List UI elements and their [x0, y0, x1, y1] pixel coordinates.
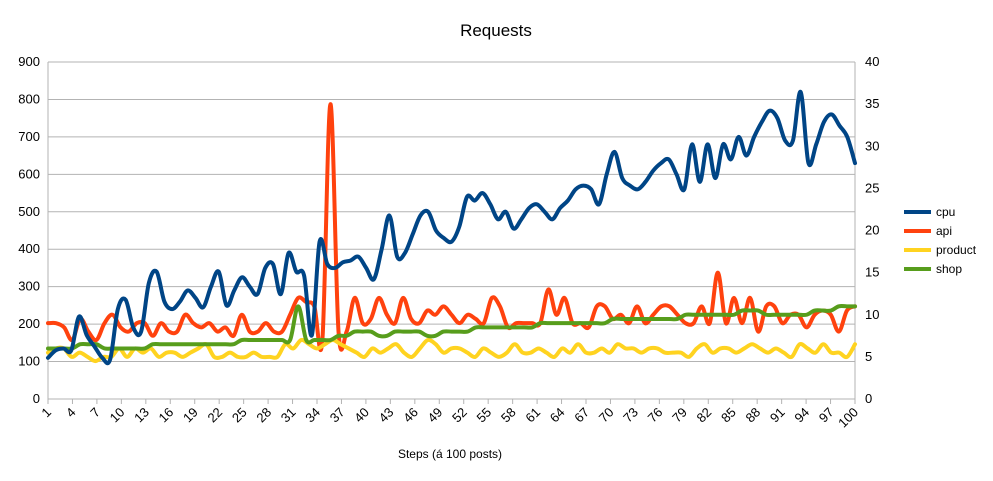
y2-tick-label: 40	[865, 54, 879, 69]
legend-label-product: product	[936, 243, 977, 257]
y-tick-label: 200	[18, 316, 40, 331]
legend-label-shop: shop	[936, 262, 962, 276]
y-tick-label: 900	[18, 54, 40, 69]
legend: cpu api product shop	[904, 205, 977, 276]
y2-tick-label: 30	[865, 138, 879, 153]
y2-tick-label: 25	[865, 180, 879, 195]
series-lines	[46, 89, 857, 366]
chart-title: Requests	[460, 21, 532, 40]
y-tick-label: 300	[18, 279, 40, 294]
y2-tick-label: 15	[865, 265, 879, 280]
y-tick-label: 600	[18, 166, 40, 181]
y2-tick-label: 10	[865, 307, 879, 322]
y2-tick-label: 20	[865, 223, 879, 238]
y-tick-label: 100	[18, 354, 40, 369]
series-line-shop	[46, 304, 857, 351]
y-tick-label: 500	[18, 204, 40, 219]
y2-tick-label: 5	[865, 349, 872, 364]
y-tick-label: 800	[18, 91, 40, 106]
legend-label-cpu: cpu	[936, 205, 955, 219]
series-line-cpu	[46, 89, 857, 366]
series-line-product	[46, 337, 857, 364]
legend-label-api: api	[936, 224, 952, 238]
y-tick-label: 400	[18, 241, 40, 256]
x-axis-label: Steps (á 100 posts)	[398, 447, 502, 461]
y2-tick-label: 0	[865, 391, 872, 406]
y-tick-label: 700	[18, 129, 40, 144]
series-line-api	[46, 102, 857, 352]
y-tick-label: 0	[33, 391, 40, 406]
y2-tick-label: 35	[865, 96, 879, 111]
